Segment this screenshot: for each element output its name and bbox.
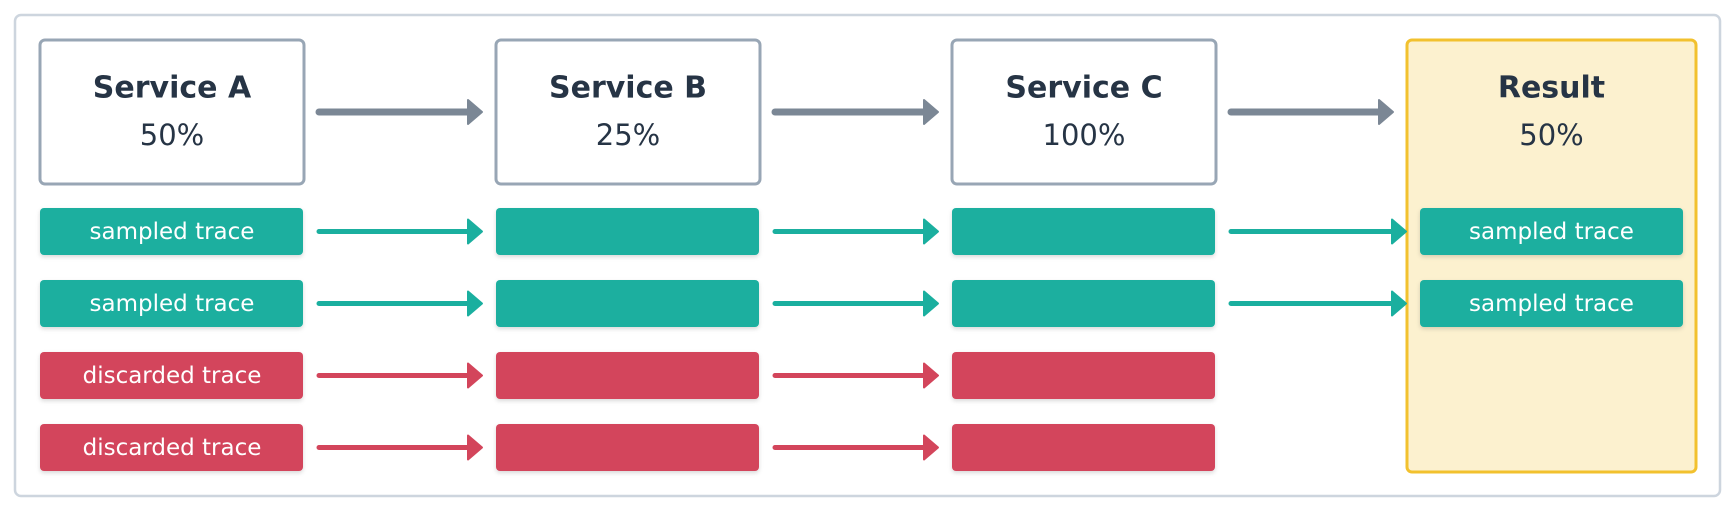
service-box — [38, 38, 306, 186]
arrow-head — [1391, 290, 1407, 317]
trace-box — [40, 208, 303, 255]
trace-box — [496, 424, 759, 471]
trace-box — [40, 352, 303, 399]
trace-box — [496, 352, 759, 399]
result-rate: 50% — [1519, 118, 1583, 152]
trace-box — [952, 208, 1215, 255]
arrow-head — [467, 362, 483, 389]
trace-label: sampled trace — [90, 291, 255, 317]
arrow-head — [923, 218, 939, 245]
service-title: Service B — [549, 71, 707, 106]
trace-box — [952, 280, 1215, 327]
trace-box — [952, 424, 1215, 471]
result-trace-box — [1420, 208, 1683, 255]
arrow-head — [1391, 218, 1407, 245]
arrow-head — [923, 99, 939, 125]
arrow-head — [1378, 99, 1394, 125]
trace-box — [496, 208, 759, 255]
arrow-head — [923, 434, 939, 461]
arrow-head — [467, 290, 483, 317]
trace-box — [40, 424, 303, 471]
service-title: Service C — [1005, 71, 1162, 106]
arrow-head — [467, 218, 483, 245]
trace-box — [952, 352, 1215, 399]
service-rate: 50% — [140, 118, 204, 152]
result-trace-box — [1420, 280, 1683, 327]
arrow-head — [467, 99, 483, 125]
service-rate: 100% — [1043, 118, 1126, 152]
result-title: Result — [1498, 71, 1605, 106]
trace-label: sampled trace — [90, 219, 255, 245]
trace-box — [496, 280, 759, 327]
trace-label: discarded trace — [83, 363, 262, 389]
result-box — [1405, 38, 1698, 474]
service-box — [950, 38, 1218, 186]
result-trace-label: sampled trace — [1469, 219, 1634, 245]
service-title: Service A — [93, 71, 252, 106]
service-rate: 25% — [596, 118, 660, 152]
arrow-head — [923, 362, 939, 389]
arrow-head — [923, 290, 939, 317]
service-box — [494, 38, 762, 186]
trace-box — [40, 280, 303, 327]
arrow-head — [467, 434, 483, 461]
trace-label: discarded trace — [83, 435, 262, 461]
result-trace-label: sampled trace — [1469, 291, 1634, 317]
